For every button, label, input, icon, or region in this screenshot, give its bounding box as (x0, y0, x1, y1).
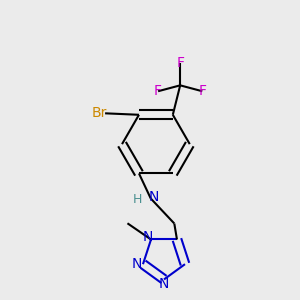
Text: F: F (176, 56, 184, 70)
Text: N: N (143, 230, 153, 244)
Text: N: N (132, 257, 142, 271)
Text: Br: Br (92, 106, 107, 120)
Text: F: F (198, 84, 206, 98)
Text: F: F (154, 84, 162, 98)
Text: N: N (159, 277, 169, 291)
Text: H: H (133, 194, 142, 206)
Text: N: N (149, 190, 160, 204)
